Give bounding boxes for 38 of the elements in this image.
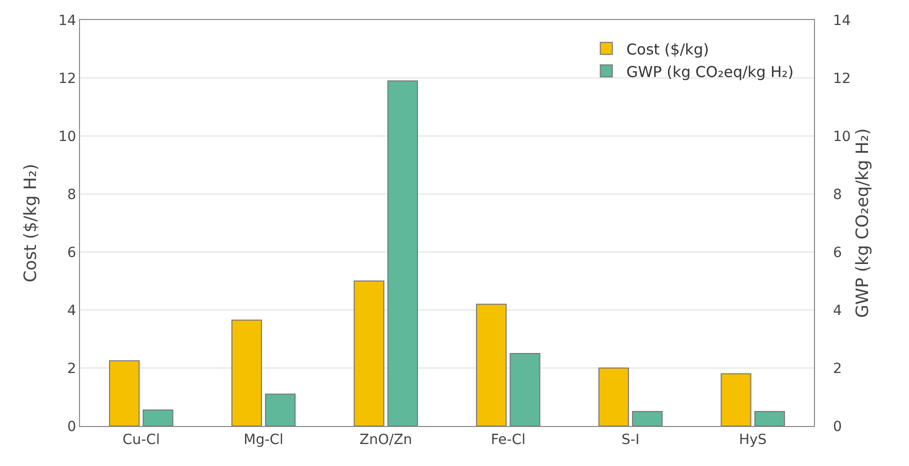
- bar: [142, 410, 174, 426]
- y2-tick-label: 8: [833, 186, 842, 203]
- y2-axis-title: GWP (kg CO₂eq/kg H₂): [852, 128, 873, 318]
- y-tick-label: 6: [67, 244, 76, 261]
- bar: [598, 368, 629, 426]
- bar: [354, 280, 384, 426]
- y2-tick-label: 10: [833, 128, 851, 145]
- y-tick-label: 14: [58, 12, 76, 29]
- y-tick-label: 4: [67, 302, 76, 319]
- bar: [476, 304, 507, 426]
- y2-tick-label: 14: [833, 12, 851, 29]
- y2-tick-label: 4: [833, 302, 842, 319]
- bar: [720, 373, 752, 426]
- bar: [231, 320, 262, 426]
- y2-tick-label: 6: [833, 244, 842, 261]
- bar: [265, 394, 296, 426]
- bar: [387, 80, 418, 426]
- y-axis-title: Cost ($/kg H₂): [21, 164, 41, 282]
- bar: [510, 353, 540, 426]
- y-tick-label: 12: [58, 70, 76, 87]
- bar: [632, 411, 663, 426]
- y2-tick-label: 2: [833, 360, 842, 377]
- x-tick-label: Mg-Cl: [244, 432, 284, 448]
- y-tick-label: 10: [58, 128, 76, 145]
- y-tick-label: 2: [67, 360, 76, 377]
- y2-tick-label: 12: [833, 70, 851, 87]
- bar: [109, 360, 140, 426]
- legend-label: GWP (kg CO₂eq/kg H₂): [626, 62, 794, 81]
- x-tick-label: Fe-Cl: [490, 432, 526, 448]
- x-tick-label: ZnO/Zn: [359, 432, 412, 448]
- y2-tick-label: 0: [833, 418, 842, 435]
- bar: [754, 411, 785, 426]
- x-tick-label: HyS: [738, 432, 767, 448]
- y-tick-label: 0: [67, 418, 76, 435]
- x-tick-label: S-I: [621, 432, 640, 448]
- x-tick-label: Cu-Cl: [122, 432, 160, 448]
- legend-label: Cost ($/kg): [626, 40, 709, 58]
- y-tick-label: 8: [67, 186, 76, 203]
